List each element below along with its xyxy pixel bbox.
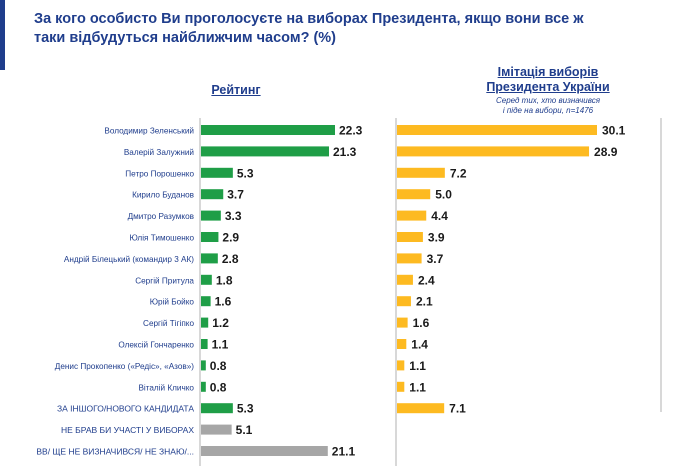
simulation-note-line2: і піде на вибори, n=1476 [502, 106, 594, 115]
simulation-header-line1: Імітація виборів [497, 65, 599, 79]
rating-value-label: 1.2 [212, 316, 229, 330]
rating-bar [201, 274, 212, 285]
category-label: Андрій Білецький (командир 3 АК) [64, 255, 194, 264]
rating-bar [201, 381, 206, 392]
rating-value-label: 22.3 [339, 124, 363, 138]
rating-bar [201, 232, 219, 242]
category-label: Денис Прокопенко («Редіс», «Азов») [55, 362, 194, 371]
simulation-note-line1: Серед тих, хто визначився [495, 96, 600, 105]
simulation-value-label: 1.1 [409, 359, 426, 373]
rating-value-label: 21.1 [332, 445, 356, 459]
rating-header: Рейтинг [211, 83, 261, 97]
rating-bar [201, 167, 233, 178]
simulation-bar [397, 360, 405, 371]
rating-bar [201, 210, 221, 221]
rating-bar [201, 339, 208, 349]
simulation-bar [397, 381, 405, 392]
category-label: Сергій Тігіпко [143, 319, 194, 328]
rating-bar [201, 446, 328, 456]
rating-value-label: 0.8 [210, 380, 227, 394]
simulation-value-label: 1.1 [409, 380, 426, 394]
rating-value-label: 1.8 [216, 273, 233, 287]
simulation-value-label: 28.9 [594, 145, 618, 159]
simulation-bar [397, 189, 431, 200]
category-label: Сергій Притула [135, 276, 194, 285]
simulation-value-label: 30.1 [602, 124, 626, 138]
chart-title: За кого особисто Ви проголосуєте на вибо… [34, 11, 584, 46]
category-label: Валерій Залужний [124, 148, 194, 157]
simulation-bar [397, 296, 411, 307]
category-label: Юлія Тимошенко [130, 234, 195, 243]
simulation-bar [397, 317, 408, 328]
rating-value-label: 0.8 [210, 359, 227, 373]
rating-bar [201, 146, 329, 157]
simulation-bar [397, 339, 407, 349]
simulation-bar [397, 274, 413, 285]
rating-value-label: 2.9 [222, 231, 239, 245]
rating-value-label: 1.1 [212, 338, 229, 352]
rating-bar [201, 296, 211, 307]
simulation-bar [397, 210, 427, 221]
simulation-value-label: 1.6 [413, 316, 430, 330]
simulation-header-line2: Президента України [486, 80, 610, 94]
category-label: ВВ/ ЩЕ НЕ ВИЗНАЧИВСЯ/ НЕ ЗНАЮ/... [36, 447, 194, 457]
rating-bar [201, 424, 232, 435]
simulation-bar [397, 146, 590, 157]
simulation-bar [397, 125, 597, 135]
rating-bar [201, 317, 209, 328]
simulation-bar [397, 253, 422, 264]
rating-value-label: 3.7 [227, 188, 244, 202]
simulation-bar [397, 403, 445, 414]
left-edge-stripe [0, 0, 5, 70]
simulation-value-label: 5.0 [435, 188, 452, 202]
rating-bar [201, 403, 233, 414]
category-label: Дмитро Разумков [128, 212, 194, 221]
category-label: Кирило Буданов [132, 191, 194, 200]
simulation-value-label: 7.2 [450, 166, 467, 180]
simulation-bar [397, 167, 445, 178]
category-label: Олексій Гончаренко [118, 341, 194, 350]
simulation-value-label: 2.1 [416, 295, 433, 309]
simulation-bar [397, 232, 423, 242]
rating-value-label: 3.3 [225, 209, 242, 223]
rating-value-label: 21.3 [333, 145, 357, 159]
rating-bar [201, 189, 224, 200]
category-label: Віталій Кличко [138, 383, 194, 392]
simulation-value-label: 3.7 [427, 252, 444, 266]
simulation-value-label: 4.4 [431, 209, 448, 223]
simulation-value-label: 2.4 [418, 273, 435, 287]
rating-value-label: 5.3 [237, 166, 254, 180]
rating-value-label: 2.8 [222, 252, 239, 266]
rating-value-label: 1.6 [215, 295, 232, 309]
simulation-value-label: 7.1 [449, 402, 466, 416]
rating-bar [201, 125, 335, 135]
category-label: Петро Порошенко [125, 169, 194, 178]
rating-value-label: 5.3 [237, 402, 254, 416]
category-label: Володимир Зеленський [104, 127, 194, 136]
simulation-value-label: 1.4 [411, 338, 428, 352]
category-label: НЕ БРАВ БИ УЧАСТІ У ВИБОРАХ [61, 425, 194, 435]
category-label: ЗА ІНШОГО/НОВОГО КАНДИДАТА [57, 404, 194, 414]
rating-bar [201, 253, 218, 264]
simulation-value-label: 3.9 [428, 231, 445, 245]
category-label: Юрій Бойко [150, 298, 195, 307]
rating-bar [201, 360, 206, 371]
rating-value-label: 5.1 [236, 423, 253, 437]
